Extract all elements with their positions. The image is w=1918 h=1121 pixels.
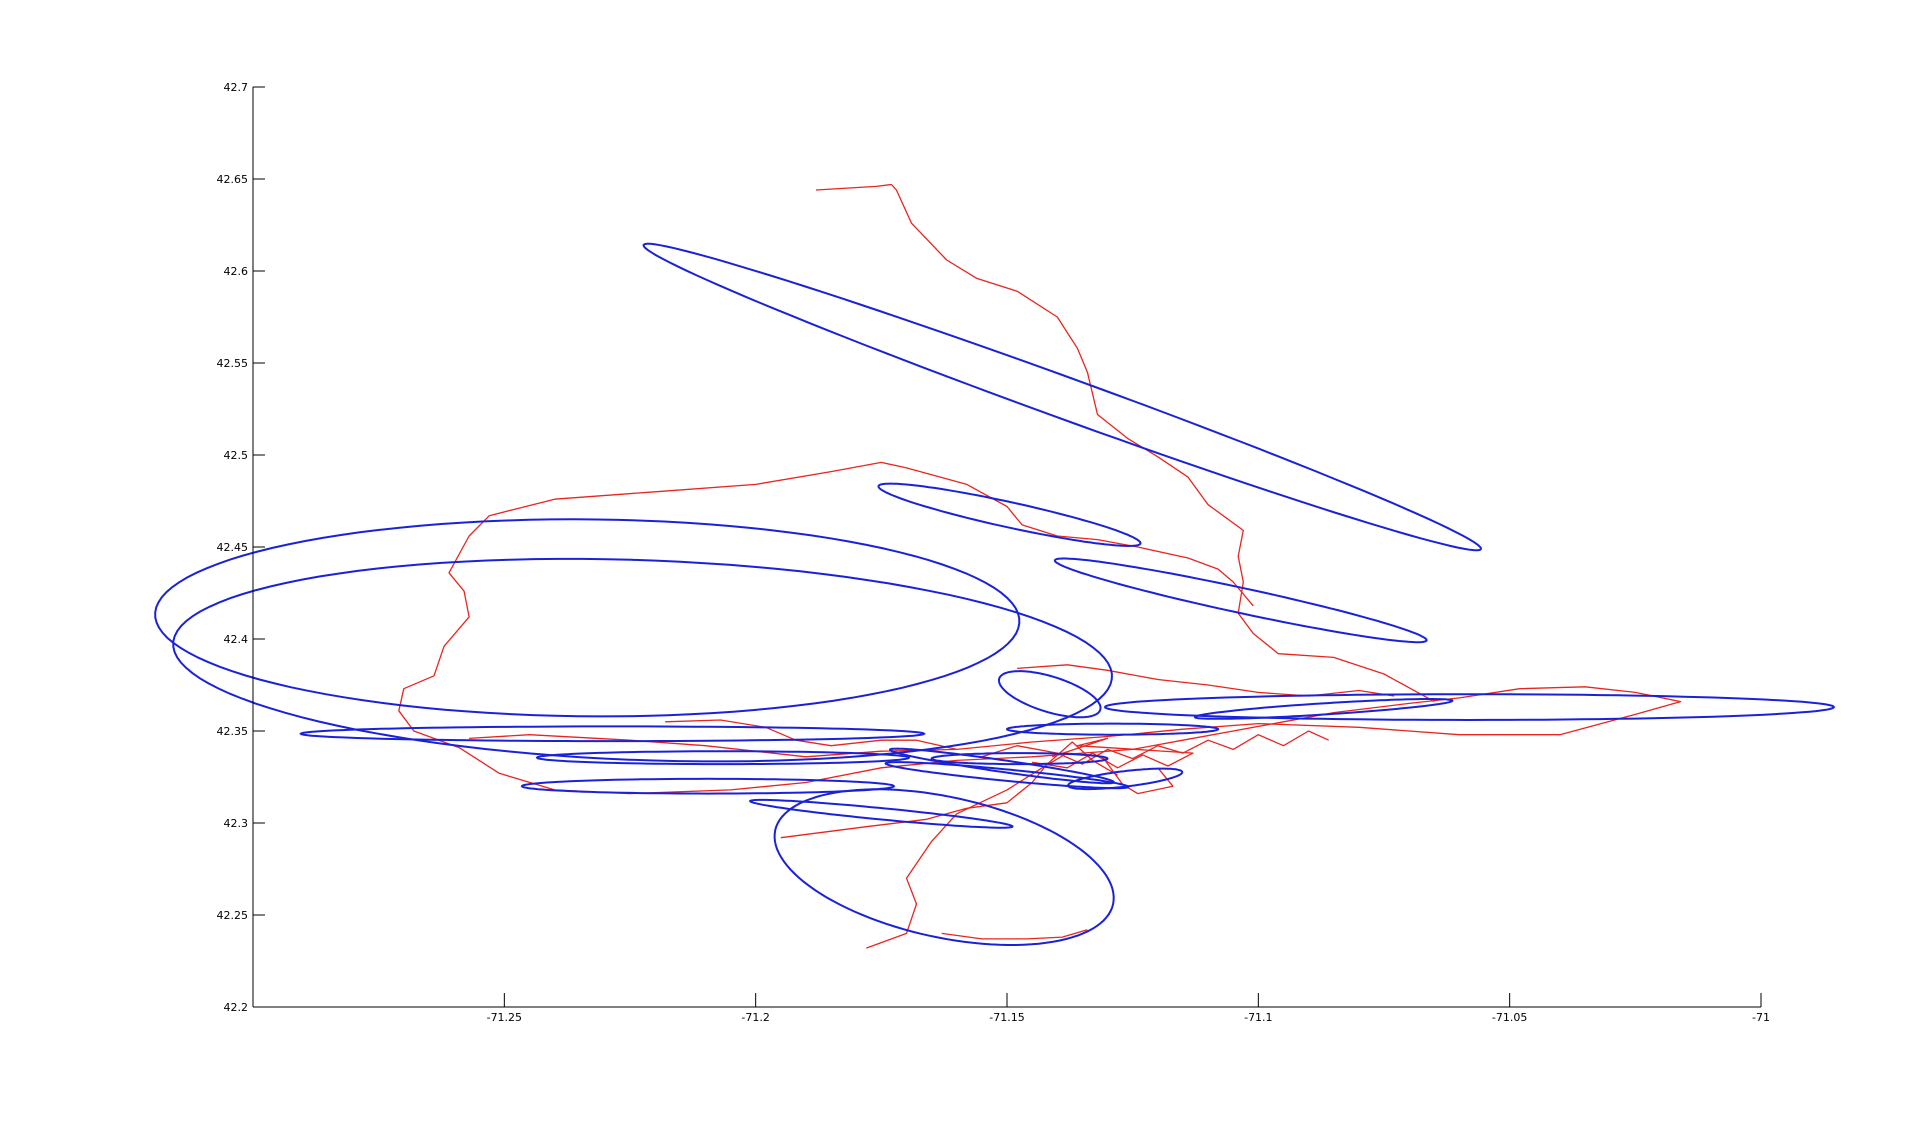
track-path-4 xyxy=(780,741,1118,839)
y-tick-label-9: 42.65 xyxy=(217,173,249,186)
y-tick-label-2: 42.3 xyxy=(224,817,249,830)
x-tick-label-4: -71.05 xyxy=(1492,1011,1527,1024)
y-tick-label-10: 42.7 xyxy=(224,81,249,94)
uncertainty-ellipse-13 xyxy=(998,670,1102,719)
uncertainty-ellipse-1 xyxy=(877,482,1142,548)
x-tick-label-0: -71.25 xyxy=(487,1011,522,1024)
uncertainty-ellipse-16 xyxy=(1194,698,1454,720)
uncertainty-ellipse-12 xyxy=(773,788,1115,946)
track-path-5 xyxy=(941,929,1088,940)
y-tick-label-4: 42.4 xyxy=(224,633,249,646)
uncertainty-ellipse-11 xyxy=(749,798,1014,829)
track-path-7 xyxy=(665,719,957,751)
track-path-9 xyxy=(1031,737,1194,769)
track-path-2 xyxy=(398,515,1682,795)
y-tick-label-0: 42.2 xyxy=(224,1001,249,1014)
track-path-1 xyxy=(489,461,1254,607)
y-tick-label-8: 42.6 xyxy=(224,265,249,278)
uncertainty-ellipse-9 xyxy=(888,747,1116,785)
track-path-3 xyxy=(866,752,1174,949)
x-tick-label-2: -71.15 xyxy=(989,1011,1024,1024)
x-tick-label-1: -71.2 xyxy=(741,1011,769,1024)
y-tick-label-7: 42.55 xyxy=(217,357,249,370)
uncertainty-ellipse-7 xyxy=(520,777,896,795)
uncertainty-ellipse-10 xyxy=(884,761,1130,790)
y-tick-label-6: 42.5 xyxy=(224,449,249,462)
uncertainty-ellipse-17 xyxy=(1103,693,1836,722)
x-tick-label-5: -71 xyxy=(1752,1011,1770,1024)
y-tick-label-5: 42.45 xyxy=(217,541,249,554)
track-path-6 xyxy=(1017,664,1395,697)
marks-layer xyxy=(154,183,1836,949)
uncertainty-ellipse-0 xyxy=(642,242,1482,552)
x-tick-label-3: -71.1 xyxy=(1244,1011,1272,1024)
uncertainty-ellipse-4 xyxy=(172,557,1113,763)
uncertainty-ellipse-3 xyxy=(154,518,1021,718)
y-tick-label-3: 42.35 xyxy=(217,725,249,738)
uncertainty-ellipse-15 xyxy=(1066,767,1184,791)
track-path-8 xyxy=(981,730,1329,765)
uncertainty-ellipse-6 xyxy=(535,750,911,766)
uncertainty-ellipse-5 xyxy=(299,725,926,743)
uncertainty-ellipse-14 xyxy=(1005,722,1220,736)
y-tick-label-1: 42.25 xyxy=(217,909,249,922)
uncertainty-ellipse-2 xyxy=(1053,557,1428,644)
track-path-0 xyxy=(815,183,1435,703)
uncertainty-ellipse-8 xyxy=(930,752,1109,766)
axes-layer: 42.2 42.25 42.3 42.35 42.4 42.45 42.5 42.55 42.6… xyxy=(217,81,1770,1024)
